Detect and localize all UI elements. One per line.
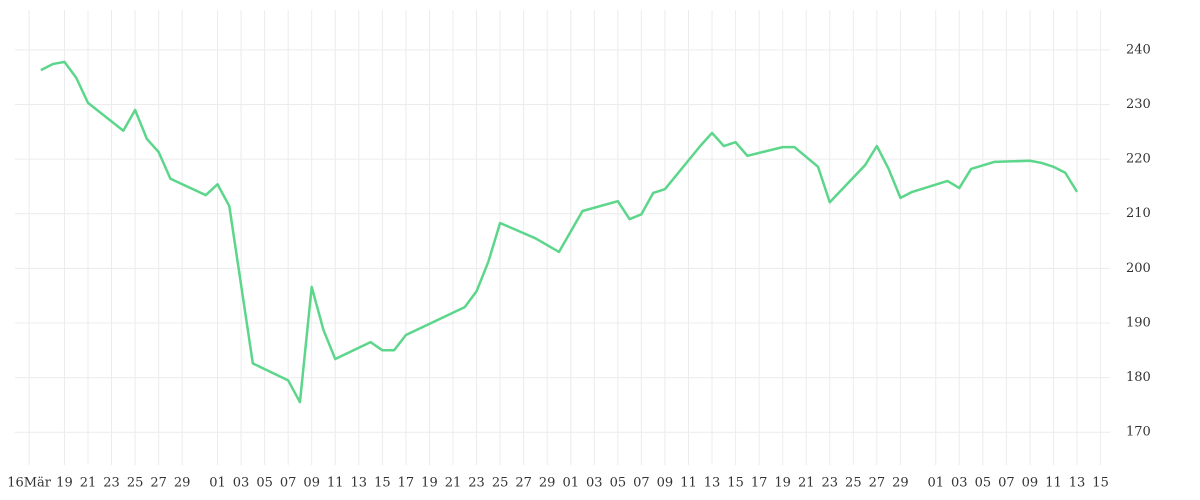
x-tick-label: 17 xyxy=(751,476,768,491)
x-tick-label: 03 xyxy=(951,476,968,491)
x-tick-label: 13 xyxy=(351,476,368,491)
x-tick-label: 19 xyxy=(56,476,73,491)
x-tick-label: 27 xyxy=(515,476,532,491)
x-tick-label: 23 xyxy=(822,476,839,491)
line xyxy=(40,60,1079,404)
x-tick-label: 17 xyxy=(398,476,415,491)
x-tick-label: 11 xyxy=(680,476,697,491)
y-tick-label: 230 xyxy=(1126,97,1151,112)
x-tick-label: 27 xyxy=(150,476,167,491)
x-tick-label: 09 xyxy=(1022,476,1039,491)
x-tick-label: 29 xyxy=(892,476,909,491)
x-tick-label: 05 xyxy=(256,476,273,491)
y-tick-label: 170 xyxy=(1126,425,1151,440)
x-tick-label: 29 xyxy=(539,476,556,491)
x-tick-label: 05 xyxy=(975,476,992,491)
y-tick-label: 220 xyxy=(1126,152,1151,167)
x-tick-label: 16Mär xyxy=(7,476,52,491)
x-tick-label: 11 xyxy=(1045,476,1062,491)
x-tick-label: 23 xyxy=(468,476,485,491)
y-tick-label: 190 xyxy=(1126,315,1151,330)
x-tick-label: 07 xyxy=(998,476,1015,491)
x-tick-label: 23 xyxy=(103,476,120,491)
x-tick-label: 19 xyxy=(774,476,791,491)
x-tick-label: 25 xyxy=(492,476,509,491)
x-tick-label: 15 xyxy=(374,476,391,491)
x-tick-label: 09 xyxy=(303,476,320,491)
x-tick-label: 15 xyxy=(1092,476,1109,491)
x-tick-label: 21 xyxy=(445,476,462,491)
y-tick-label: 180 xyxy=(1126,370,1151,385)
x-tick-label: 07 xyxy=(633,476,650,491)
x-tick-label: 01 xyxy=(927,476,944,491)
y-tick-label: 210 xyxy=(1126,206,1151,221)
x-tick-label: 07 xyxy=(280,476,297,491)
x-tick-label: 25 xyxy=(127,476,144,491)
x-tick-label: 01 xyxy=(562,476,579,491)
y-tick-label: 240 xyxy=(1126,42,1151,57)
y-tick-label: 200 xyxy=(1126,261,1151,276)
x-tick-label: 13 xyxy=(1069,476,1086,491)
x-tick-label: 03 xyxy=(233,476,250,491)
x-tick-label: 03 xyxy=(586,476,603,491)
x-tick-label: 25 xyxy=(845,476,862,491)
x-tick-label: 15 xyxy=(727,476,744,491)
x-tick-label: 21 xyxy=(80,476,97,491)
x-tick-label: 19 xyxy=(421,476,438,491)
x-tick-label: 05 xyxy=(610,476,627,491)
x-tick-label: 21 xyxy=(798,476,815,491)
x-tick-label: 01 xyxy=(209,476,226,491)
x-tick-label: 11 xyxy=(327,476,344,491)
x-tick-label: 13 xyxy=(704,476,721,491)
x-tick-label: 29 xyxy=(174,476,191,491)
x-tick-label: 27 xyxy=(869,476,886,491)
x-tick-label: 09 xyxy=(657,476,674,491)
